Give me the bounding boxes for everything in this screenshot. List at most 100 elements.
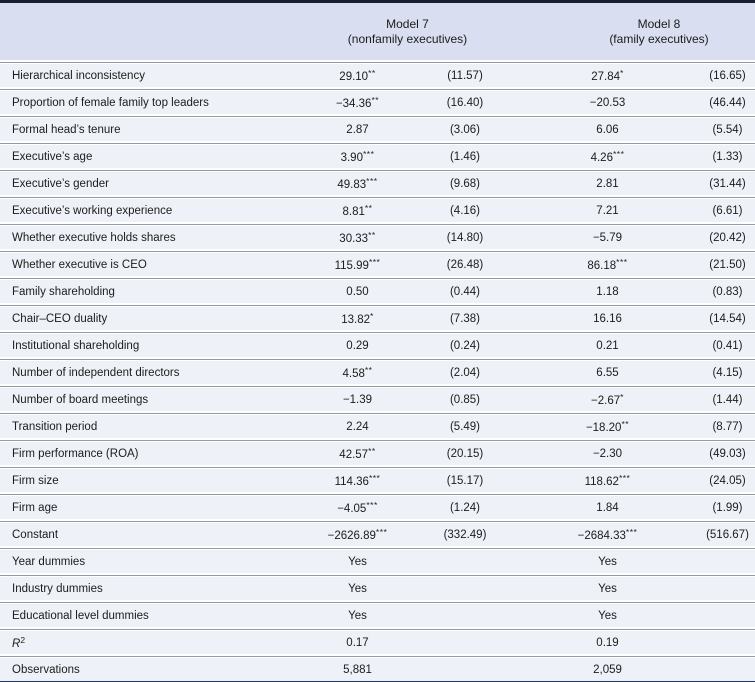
m8-coefficient-value: −2.67 (591, 395, 621, 407)
m8-standard-error: (8.77) (712, 420, 743, 433)
m7-coefficient-value: 42.57 (339, 449, 369, 461)
model-7-title: Model 7 (386, 16, 429, 31)
m8-coefficient: 27.84* (515, 68, 700, 83)
significance-stars: *** (366, 500, 378, 510)
table-row: Firm age −4.05*** (1.24) 1.84 (1.99) (0, 496, 755, 519)
m8-coefficient-value: 16.16 (593, 312, 622, 325)
m7-standard-error: (0.24) (449, 339, 481, 352)
r-squared-exponent: 2 (20, 635, 26, 645)
m7-standard-error: (1.46) (449, 150, 481, 163)
significance-stars: *** (612, 149, 625, 159)
significance-stars: *** (368, 257, 381, 267)
m7-coefficient-value: 3.90 (340, 152, 363, 164)
row-label: R2 (0, 635, 300, 650)
table-row: Transition period 2.24 (5.49) −18.20** (8.77… (0, 415, 755, 438)
row-label: Transition period (12, 420, 98, 433)
table-row: Formal head’s tenure 2.87 (3.06) 6.06 (5.54) (0, 118, 755, 141)
row-label: Number of independent directors (12, 366, 180, 379)
header-model-7: Model 7 (nonfamily executives) (300, 17, 515, 47)
m8-standard-error: (0.83) (712, 285, 743, 298)
m7-coefficient-value: 0.29 (346, 339, 369, 352)
m8-coefficient: 0.21 (515, 340, 700, 352)
m8-coefficient: 7.21 (515, 205, 700, 217)
significance-stars: *** (618, 473, 631, 483)
m7-coefficient: −1.39 (300, 394, 415, 406)
table-row: Number of board meetings −1.39 (0.85) −2.67… (0, 388, 755, 411)
table-row: Constant −2626.89*** (332.49) −2684.33*** (5… (0, 523, 755, 546)
m7-coefficient: 0.29 (300, 340, 415, 352)
table-row: Family shareholding 0.50 (0.44) 1.18 (0.83) (0, 280, 755, 303)
m7-coefficient: −4.05*** (300, 500, 415, 515)
m8-standard-error: (1.33) (712, 150, 743, 163)
row-label: Whether executive is CEO (12, 258, 147, 271)
m8-coefficient: 2.81 (515, 178, 700, 190)
m8-coefficient-value: −2684.33 (577, 530, 626, 542)
m8-standard-error: (14.54) (709, 312, 746, 325)
m7-standard-error: (7.38) (449, 312, 481, 325)
row-label: Whether executive holds shares (12, 231, 176, 244)
m8-standard-error: (4.15) (712, 366, 743, 379)
m8-standard-error: (1.44) (712, 393, 743, 406)
m7-coefficient-value: 115.99 (334, 260, 369, 272)
row-label: Number of board meetings (12, 393, 149, 406)
table-row: Whether executive is CEO 115.99*** (26.48)… (0, 253, 755, 276)
m7-coefficient-value: 114.36 (334, 476, 369, 488)
row-label: Observations (12, 663, 80, 676)
significance-stars: * (620, 392, 624, 402)
significance-stars: *** (625, 527, 638, 537)
table-summary-row: Educational level dummies Yes Yes (0, 604, 755, 627)
table-row: Institutional shareholding 0.29 (0.24) 0.21… (0, 334, 755, 357)
m7-summary-value: Yes (348, 609, 367, 622)
significance-stars: *** (375, 527, 388, 537)
m8-standard-error: (24.05) (709, 474, 746, 487)
significance-stars: ** (371, 95, 380, 105)
table-row: Chair–CEO duality 13.82* (7.38) 16.16 (14.54… (0, 307, 755, 330)
table-row: Executive’s working experience 8.81** (4.1… (0, 199, 755, 222)
table-summary-row: R2 0.17 0.19 (0, 631, 755, 654)
m8-standard-error: (0.41) (712, 339, 743, 352)
table-row: Number of independent directors 4.58** (2.… (0, 361, 755, 384)
m8-coefficient: −2.30 (515, 448, 700, 460)
m7-coefficient: 115.99*** (300, 257, 415, 272)
table-row: Firm size 114.36*** (15.17) 118.62*** (24.05… (0, 469, 755, 492)
m7-coefficient-value: 2.87 (346, 123, 369, 136)
row-separator (0, 141, 755, 145)
significance-stars: *** (616, 257, 628, 267)
m8-summary-value: 0.19 (596, 636, 619, 649)
m7-standard-error: (0.44) (449, 285, 481, 298)
m8-coefficient: 4.26*** (515, 149, 700, 164)
m7-standard-error: (26.48) (446, 258, 484, 271)
m8-standard-error: (46.44) (709, 96, 746, 109)
significance-stars: ** (621, 419, 630, 429)
m8-standard-error: (6.61) (712, 204, 743, 217)
m8-summary-value: Yes (598, 555, 617, 568)
table-row: Executive’s gender 49.83*** (9.68) 2.81 (31.… (0, 172, 755, 195)
m7-coefficient: 114.36*** (300, 473, 415, 488)
m7-standard-error: (2.04) (449, 366, 481, 379)
m7-coefficient-value: 0.50 (346, 285, 369, 298)
model-8-subtitle: (family executives) (609, 31, 709, 46)
m8-coefficient-value: 86.18 (587, 260, 617, 272)
row-separator (0, 114, 755, 118)
m7-standard-error: (0.85) (449, 393, 481, 406)
m7-coefficient-value: 4.58 (342, 368, 365, 380)
row-separator (0, 168, 755, 172)
m8-summary-value: Yes (598, 609, 617, 622)
table-body: Hierarchical inconsistency 29.10** (11.57)… (0, 60, 755, 681)
table-row: Proportion of female family top leaders −… (0, 91, 755, 114)
row-label: Hierarchical inconsistency (12, 69, 145, 82)
table-summary-row: Year dummies Yes Yes (0, 550, 755, 573)
row-label: Executive’s age (12, 150, 93, 163)
row-separator (0, 573, 755, 577)
model-8-title: Model 8 (637, 16, 681, 31)
m7-coefficient: 3.90*** (300, 149, 415, 164)
table-header-row: Model 7 (nonfamily executives) Model 8 (… (0, 3, 755, 60)
row-separator (0, 627, 755, 631)
row-label: Industry dummies (12, 582, 103, 595)
r-squared-symbol: R (12, 638, 21, 650)
row-label: Institutional shareholding (12, 339, 140, 352)
significance-stars: ** (368, 68, 376, 78)
m7-summary-value: Yes (348, 582, 367, 595)
row-label: Formal head’s tenure (12, 123, 121, 136)
m8-coefficient: 6.55 (515, 367, 700, 379)
